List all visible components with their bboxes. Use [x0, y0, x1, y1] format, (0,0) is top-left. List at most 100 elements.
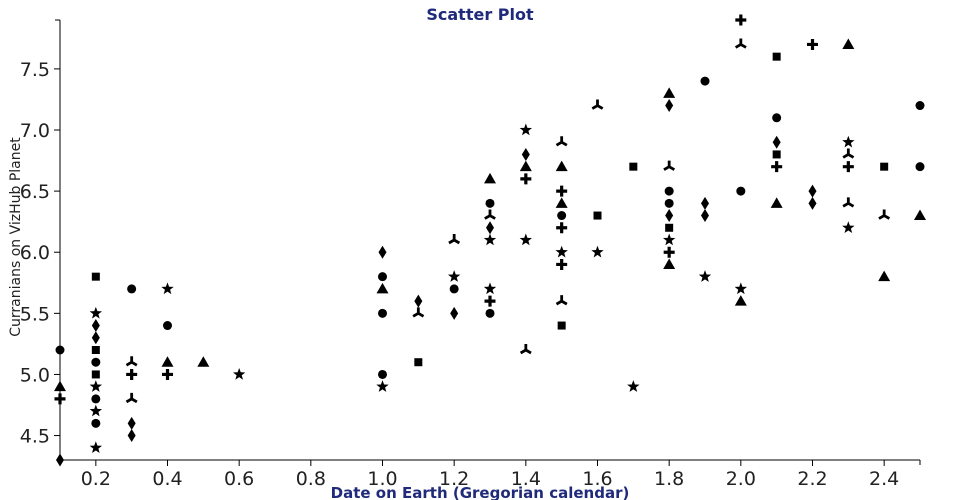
x-tick-label: 1.4 [511, 468, 541, 490]
circle-point [449, 284, 459, 294]
tri-y-point [555, 295, 568, 306]
square-point [629, 162, 638, 171]
square-point [91, 272, 100, 281]
circle-point [485, 308, 495, 318]
diamond-point [772, 135, 781, 149]
square-point [772, 150, 781, 159]
triangle-point [484, 172, 496, 184]
data-points [54, 14, 926, 467]
star-point [842, 135, 855, 148]
tri-y-point [448, 234, 461, 245]
cross-point [771, 161, 783, 173]
square-point [91, 346, 100, 354]
star-point [447, 270, 461, 282]
x-tick-label: 2.2 [797, 468, 827, 490]
star-point [842, 221, 855, 234]
x-axis-label: Date on Earth (Gregorian calendar) [331, 484, 630, 500]
square-point [91, 370, 100, 379]
star-point [483, 282, 497, 295]
diamond-point [665, 209, 674, 223]
x-tick-label: 1.6 [582, 468, 612, 490]
y-tick-label: 6.0 [20, 242, 50, 264]
triangle-point [376, 282, 389, 294]
circle-point [91, 394, 101, 404]
square-point [557, 321, 566, 330]
diamond-point [808, 184, 817, 198]
circle-point [557, 211, 567, 221]
x-tick-label: 2.0 [726, 468, 756, 490]
circle-point [664, 198, 674, 208]
tri-y-point [125, 356, 138, 367]
triangle-point [734, 295, 747, 306]
cross-point [842, 161, 854, 173]
circle-point [485, 198, 495, 208]
tri-y-point [555, 136, 568, 147]
cross-point [807, 38, 819, 50]
tri-y-point [519, 344, 532, 355]
x-tick-label: 0.6 [224, 468, 254, 490]
tri-y-point [663, 160, 676, 171]
circle-point [378, 369, 387, 379]
y-axis-label: Curranians on VizHub Planet [8, 137, 24, 337]
triangle-point [519, 160, 532, 172]
triangle-point [197, 356, 210, 367]
star-point [698, 270, 712, 282]
x-tick-label: 0.2 [81, 468, 111, 490]
triangle-point [663, 87, 676, 98]
tri-y-point [842, 148, 855, 159]
y-tick-label: 4.5 [20, 426, 50, 448]
circle-point [91, 357, 101, 367]
star-point [662, 233, 676, 246]
diamond-point [91, 331, 100, 345]
cross-point [735, 14, 747, 26]
circle-point [163, 321, 172, 331]
tri-y-point [412, 307, 425, 318]
diamond-point [808, 196, 817, 210]
triangle-point [914, 209, 926, 221]
diamond-point [414, 294, 423, 308]
y-tick-label: 7.5 [20, 59, 50, 81]
cross-point [162, 368, 173, 380]
circle-point [700, 76, 710, 86]
square-point [880, 162, 889, 171]
chart-title: Scatter Plot [426, 5, 534, 24]
circle-point [127, 284, 137, 294]
diamond-point [127, 416, 136, 430]
x-axis: 0.2 0.4 0.6 0.8 1.0 1.2 1.4 1.6 1.8 2.0 2.2 2.4 [60, 459, 921, 490]
star-point [519, 233, 533, 246]
tri-y-point [734, 38, 747, 49]
diamond-point [521, 147, 530, 161]
star-point [376, 380, 389, 392]
cross-point [520, 173, 532, 185]
star-point [591, 245, 604, 258]
x-tick-label: 2.4 [869, 468, 899, 490]
tri-y-point [484, 209, 496, 220]
x-tick-label: 1.0 [367, 468, 397, 490]
star-point [161, 282, 174, 295]
star-point [519, 123, 533, 136]
square-point [414, 358, 423, 367]
star-point [232, 367, 246, 380]
star-point [555, 245, 568, 258]
x-tick-label: 0.8 [296, 468, 326, 490]
square-point [665, 223, 674, 232]
circle-point [378, 308, 387, 318]
star-point [89, 306, 103, 319]
triangle-point [842, 38, 855, 49]
diamond-point [701, 196, 709, 210]
diamond-point [378, 245, 387, 259]
triangle-point [555, 197, 568, 208]
x-tick-label: 1.8 [654, 468, 684, 490]
square-point [593, 211, 602, 220]
diamond-point [127, 429, 136, 443]
tri-y-point [591, 99, 604, 110]
square-point [772, 52, 781, 61]
triangle-point [878, 270, 891, 282]
y-tick-label: 5.5 [20, 303, 50, 325]
tri-y-point [125, 392, 138, 404]
tri-y-point [878, 209, 891, 220]
star-point [483, 233, 497, 246]
cross-point [54, 393, 66, 405]
diamond-point [701, 209, 709, 223]
circle-point [55, 345, 65, 355]
